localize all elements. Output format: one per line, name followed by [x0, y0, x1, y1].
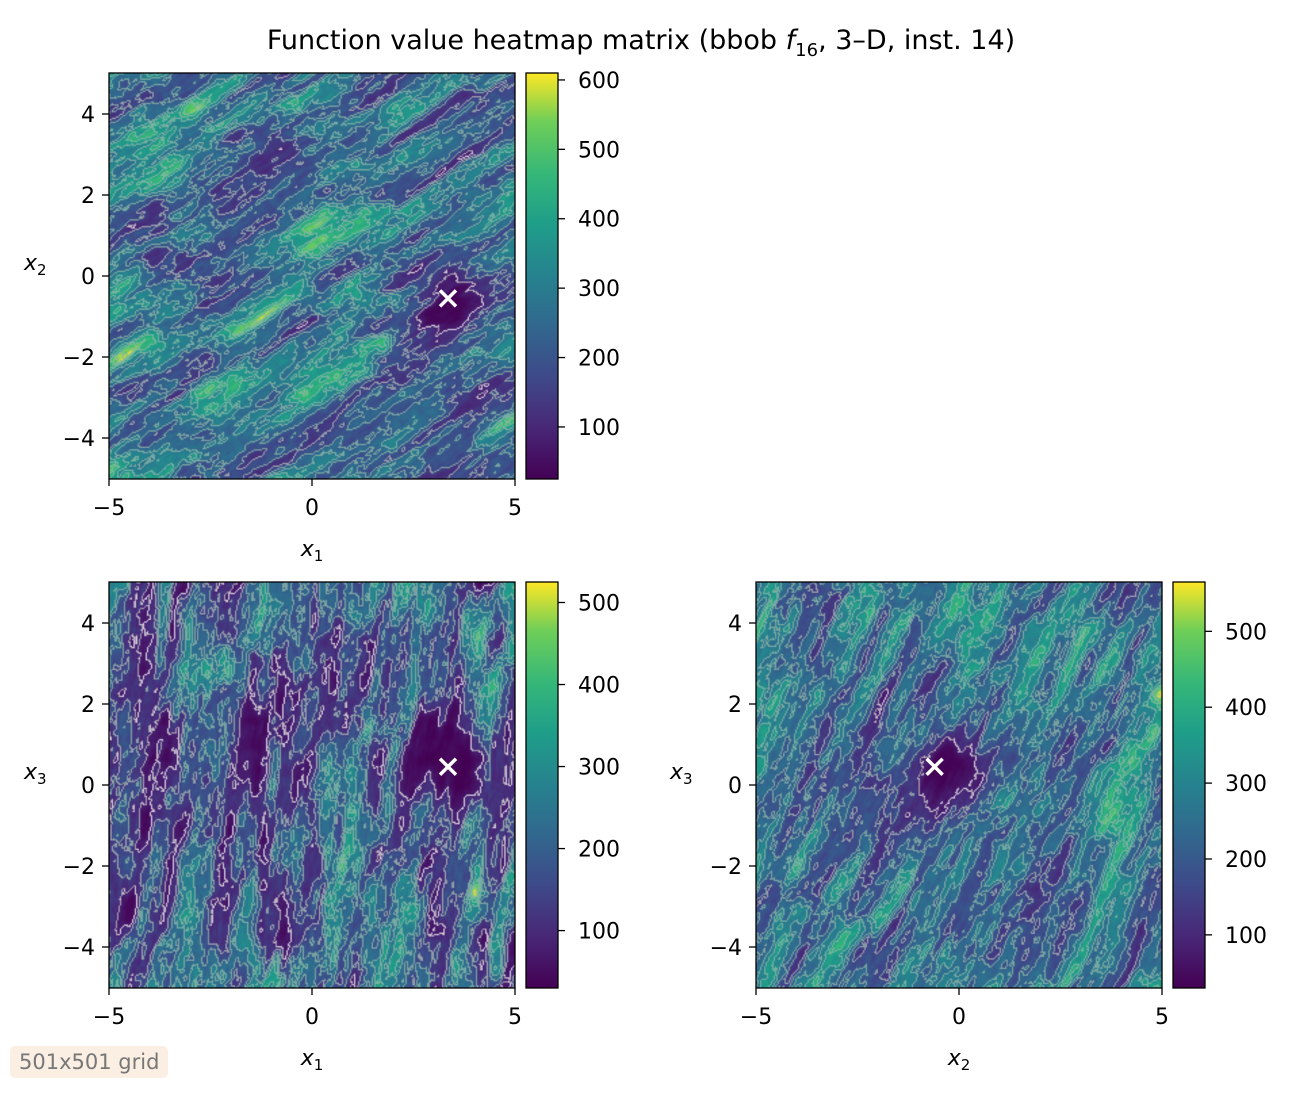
y-axis: −4 −2 0 2 4 x3 [669, 612, 756, 961]
colorbar-tick-label: 500 [578, 592, 620, 617]
colorbar-tick-label: 600 [578, 69, 620, 94]
optimum-marker-stroke [438, 757, 458, 776]
y-tick-label: −4 [63, 427, 95, 452]
colorbar-tick-label: 400 [1225, 696, 1267, 721]
panel-x2-x3: −5 0 5 x2 −4 −2 0 2 4 x3 100 200 300 400… [669, 581, 1267, 1074]
colorbar-tick-label: 400 [578, 208, 620, 233]
grid-size-badge: 501x501 grid [10, 1046, 169, 1078]
y-axis-label: x3 [23, 760, 47, 788]
colorbar-tick-label: 200 [578, 838, 620, 863]
y-axis: −4 −2 0 2 4 x2 [23, 103, 109, 452]
x-tick-label: 5 [508, 496, 522, 521]
colorbar-tick-label: 300 [1225, 772, 1267, 797]
y-tick-label: 0 [728, 774, 742, 799]
y-tick-label: −2 [63, 346, 95, 371]
colorbar-tick-label: 400 [578, 674, 620, 699]
panel-x1-x2: −5 0 5 x1 −4 −2 0 2 4 x2 100 200 300 400… [23, 69, 620, 565]
x-tick-label: −5 [93, 1005, 125, 1030]
colorbar-tick-label: 200 [578, 347, 620, 372]
colorbar-tick-label: 200 [1225, 848, 1267, 873]
colorbar-gradient [525, 581, 559, 989]
heatmap-x1-x2 [109, 73, 515, 479]
colorbar-tick-label: 300 [578, 756, 620, 781]
optimum-marker [925, 757, 944, 776]
y-axis-label: x3 [669, 760, 693, 788]
y-tick-label: 0 [81, 265, 95, 290]
y-tick-label: 0 [81, 774, 95, 799]
y-tick-label: −2 [710, 855, 742, 880]
y-tick-label: 4 [81, 103, 95, 128]
x-tick-label: 0 [305, 496, 319, 521]
optimum-marker-stroke [438, 289, 458, 308]
x-tick-label: 5 [1155, 1005, 1169, 1030]
y-tick-label: −4 [63, 936, 95, 961]
x-axis: −5 0 5 x1 [93, 479, 522, 565]
y-tick-label: −2 [63, 855, 95, 880]
y-tick-label: 2 [81, 693, 95, 718]
y-axis: −4 −2 0 2 4 x3 [23, 612, 109, 961]
y-tick-label: 2 [81, 184, 95, 209]
x-tick-label: −5 [740, 1005, 772, 1030]
optimum-marker [438, 757, 458, 776]
colorbar-tick-label: 500 [578, 138, 620, 163]
y-tick-label: −4 [710, 936, 742, 961]
y-axis-label: x2 [23, 251, 47, 279]
colorbar-tick-label: 100 [578, 416, 620, 441]
x-axis-label: x1 [300, 537, 324, 565]
figure-title: Function value heatmap matrix (bbob f16,… [267, 25, 1015, 61]
x-axis: −5 0 5 x2 [740, 988, 1169, 1074]
y-tick-label: 2 [728, 693, 742, 718]
x-axis-label: x1 [300, 1046, 324, 1074]
heatmap-x1-x3 [109, 582, 515, 988]
colorbar: 100 200 300 400 500 [525, 581, 620, 989]
x-tick-label: −5 [93, 496, 125, 521]
x-tick-label: 5 [508, 1005, 522, 1030]
optimum-marker [438, 289, 458, 308]
x-tick-label: 0 [952, 1005, 966, 1030]
colorbar-tick-label: 300 [578, 277, 620, 302]
colorbar-gradient [525, 72, 559, 480]
x-axis-label: x2 [947, 1046, 971, 1074]
colorbar-tick-label: 100 [578, 920, 620, 945]
y-tick-label: 4 [728, 612, 742, 637]
colorbar-tick-label: 500 [1225, 620, 1267, 645]
colorbar-gradient [1172, 581, 1206, 989]
x-axis: −5 0 5 x1 [93, 988, 522, 1074]
colorbar-tick-label: 100 [1225, 924, 1267, 949]
colorbar: 100 200 300 400 500 [1172, 581, 1267, 989]
panel-x1-x3: −5 0 5 x1 −4 −2 0 2 4 x3 100 200 300 400… [23, 581, 620, 1074]
heatmap-x2-x3 [756, 582, 1162, 988]
colorbar: 100 200 300 400 500 600 [525, 69, 620, 480]
x-tick-label: 0 [305, 1005, 319, 1030]
optimum-marker-stroke [925, 757, 944, 776]
y-tick-label: 4 [81, 612, 95, 637]
